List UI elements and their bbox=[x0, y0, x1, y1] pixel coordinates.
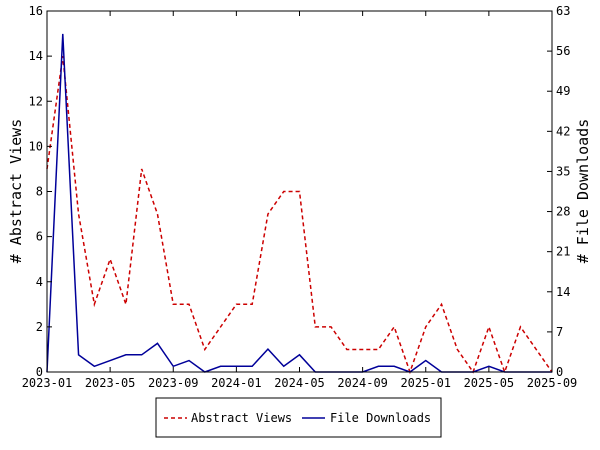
x-tick-label: 2023-01 bbox=[22, 376, 73, 390]
y2-tick-label: 56 bbox=[556, 44, 570, 58]
y-tick-label: 16 bbox=[29, 4, 43, 18]
y-tick-label: 0 bbox=[36, 365, 43, 379]
x-tick-label: 2024-05 bbox=[274, 376, 325, 390]
series-line-file-downloads bbox=[46, 33, 552, 373]
y-tick-label: 10 bbox=[29, 139, 43, 153]
y-tick-label: 12 bbox=[29, 94, 43, 108]
right-axis: 0 7 14 21 28 35 42 49 56 63 bbox=[547, 4, 570, 379]
y2-tick-label: 21 bbox=[556, 245, 570, 259]
left-axis: 0 2 4 6 8 10 12 14 16 bbox=[29, 4, 52, 379]
x-tick-label: 2025-01 bbox=[400, 376, 451, 390]
x-tick-label: 2024-01 bbox=[211, 376, 262, 390]
y2-tick-label: 7 bbox=[556, 325, 563, 339]
x-tick-label: 2024-09 bbox=[337, 376, 388, 390]
legend: Abstract Views File Downloads bbox=[155, 397, 442, 438]
x-tick-label: 2025-05 bbox=[464, 376, 515, 390]
series-layer bbox=[46, 33, 553, 375]
y2-tick-label: 49 bbox=[556, 84, 570, 98]
legend-box bbox=[155, 397, 442, 438]
series-line-abstract-views bbox=[46, 56, 553, 375]
legend-label-file-downloads: File Downloads bbox=[330, 411, 431, 425]
x-axis: 2023-01 2023-05 2023-09 2024-01 2024-05 2024-… bbox=[22, 11, 578, 390]
x-tick-label: 2023-09 bbox=[148, 376, 199, 390]
y-tick-label: 8 bbox=[36, 185, 43, 199]
y2-tick-label: 63 bbox=[556, 4, 570, 18]
y2-tick-label: 14 bbox=[556, 285, 570, 299]
y2-tick-label: 42 bbox=[556, 124, 570, 138]
legend-label-abstract-views: Abstract Views bbox=[191, 411, 292, 425]
y2-tick-label: 28 bbox=[556, 205, 570, 219]
y2-tick-label: 35 bbox=[556, 164, 570, 178]
y-tick-label: 2 bbox=[36, 320, 43, 334]
y-axis-title: # Abstract Views bbox=[7, 119, 25, 264]
x-tick-label: 2025-09 bbox=[527, 376, 578, 390]
y-tick-label: 14 bbox=[29, 49, 43, 63]
y-tick-label: 4 bbox=[36, 275, 43, 289]
y-tick-label: 6 bbox=[36, 230, 43, 244]
y2-axis-title: # File Downloads bbox=[574, 119, 592, 264]
y2-tick-label: 0 bbox=[556, 365, 563, 379]
x-tick-label: 2023-05 bbox=[85, 376, 136, 390]
